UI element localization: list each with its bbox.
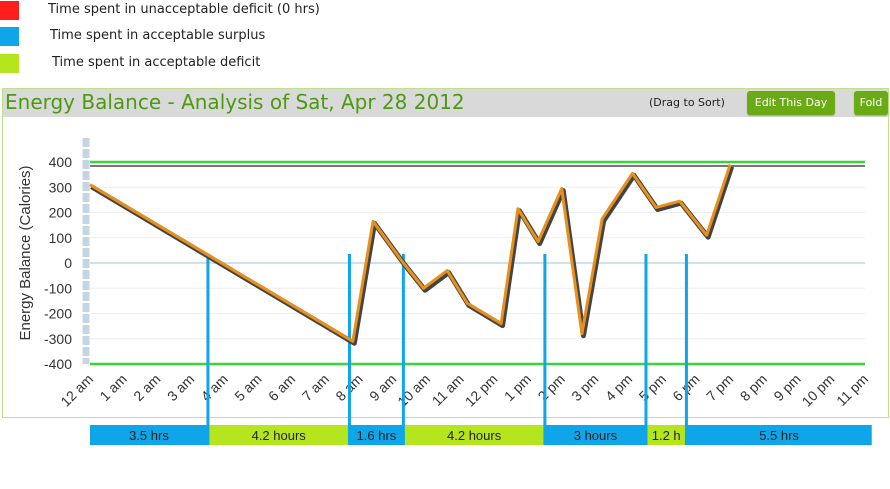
x-tick-label: 1 pm <box>501 371 534 404</box>
x-tick-label: 11 pm <box>833 371 871 409</box>
y-tick-label: 400 <box>49 154 73 170</box>
series-line-shadow <box>90 165 735 346</box>
x-tick-label: 10 pm <box>799 371 838 410</box>
fold-button[interactable]: Fold <box>854 91 888 115</box>
segment-label: 4.2 hours <box>252 428 307 443</box>
y-tick-label: -100 <box>44 280 72 296</box>
y-tick-label: 0 <box>64 255 72 271</box>
segment-label: 1.6 hrs <box>357 428 397 443</box>
segment-bar-deficit <box>403 425 545 445</box>
segment-bar-surplus <box>90 425 208 445</box>
legend-swatch-red <box>0 1 19 20</box>
x-tick-label: 7 pm <box>703 371 736 404</box>
segment-bar-deficit <box>645 425 687 445</box>
y-axis-title: Energy Balance (Calories) <box>17 165 34 340</box>
legend-label: Time spent in unacceptable deficit (0 hr… <box>48 2 320 17</box>
x-tick-label: 12 am <box>57 371 96 410</box>
x-tick-label: 3 am <box>164 371 197 404</box>
x-tick-label: 1 am <box>96 371 129 404</box>
segment-label: 1.2 h <box>652 428 681 443</box>
segment-label: 3.5 hrs <box>129 428 169 443</box>
legend-swatch-green <box>0 54 19 73</box>
legend: Time spent in unacceptable deficit (0 hr… <box>0 0 420 80</box>
x-tick-label: 8 pm <box>737 371 770 404</box>
drag-hint: (Drag to Sort) <box>649 96 725 109</box>
segment-bar-surplus <box>686 425 872 445</box>
segment-bar-deficit <box>207 425 350 445</box>
y-tick-label: 200 <box>49 205 73 221</box>
y-tick-label: 100 <box>49 230 73 246</box>
panel-header[interactable]: Energy Balance - Analysis of Sat, Apr 28… <box>3 89 888 117</box>
x-tick-label: 5 pm <box>636 371 669 404</box>
x-tick-label: 10 am <box>394 371 433 410</box>
y-tick-label: -200 <box>44 306 72 322</box>
x-tick-label: 2 pm <box>535 371 568 404</box>
segment-label: 3 hours <box>574 428 618 443</box>
segment-bar-surplus <box>349 425 404 445</box>
legend-label: Time spent in acceptable surplus <box>50 28 266 43</box>
y-tick-label: -300 <box>44 331 72 347</box>
x-tick-label: 11 am <box>429 371 467 409</box>
x-tick-label: 12 pm <box>462 371 501 410</box>
y-tick-label: -400 <box>44 356 72 372</box>
x-tick-label: 2 am <box>130 371 163 404</box>
x-tick-label: 4 am <box>198 371 231 404</box>
x-tick-label: 3 pm <box>568 371 601 404</box>
legend-label: Time spent in acceptable deficit <box>52 55 261 70</box>
x-tick-label: 5 am <box>231 371 264 404</box>
legend-swatch-blue <box>0 27 19 46</box>
y-tick-label: 300 <box>49 179 73 195</box>
x-tick-label: 7 am <box>299 371 332 404</box>
segment-bar-surplus <box>544 425 646 445</box>
edit-this-day-button[interactable]: Edit This Day <box>747 91 835 115</box>
series-line <box>89 164 732 343</box>
x-tick-label: 4 pm <box>602 371 635 404</box>
segment-label: 5.5 hrs <box>759 428 799 443</box>
x-tick-label: 6 am <box>265 371 298 404</box>
panel-title: Energy Balance - Analysis of Sat, Apr 28… <box>5 90 465 114</box>
segment-label: 4.2 hours <box>447 428 502 443</box>
